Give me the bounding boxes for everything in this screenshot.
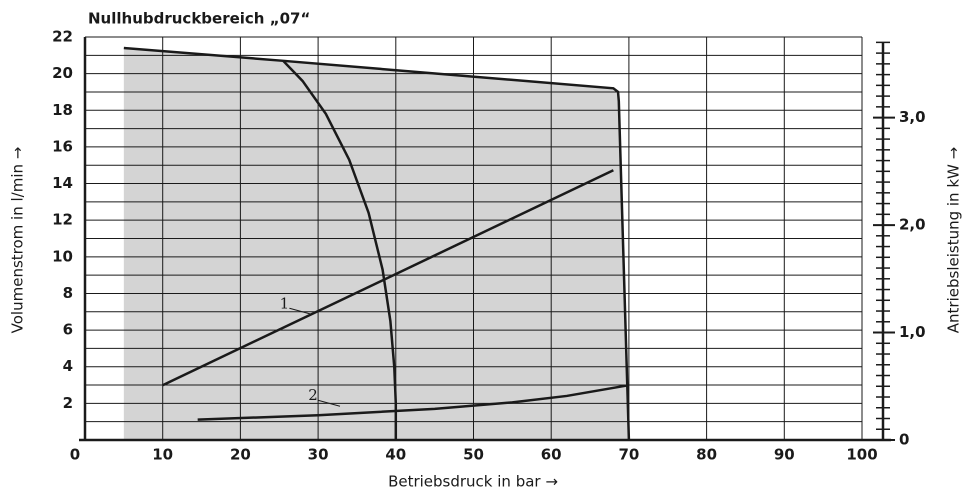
- annotation: 1: [280, 294, 290, 312]
- y-tick-label: 4: [63, 357, 73, 375]
- leader-line: [289, 307, 312, 315]
- y-tick-label: 20: [52, 64, 73, 82]
- y-tick-label: 6: [63, 321, 73, 339]
- y-tick-label: 14: [52, 174, 73, 192]
- y-tick-label: 2: [63, 394, 73, 412]
- line: [162, 169, 614, 387]
- y2-tick-label: 2,0: [899, 216, 926, 234]
- x-tick-label: 30: [308, 446, 329, 464]
- y-axis-label: Volumenstrom in l/min →: [9, 147, 27, 334]
- line: [282, 59, 398, 440]
- y-tick-label: 22: [52, 28, 73, 46]
- area-outline: [123, 46, 631, 441]
- x-tick-label: 10: [152, 446, 173, 464]
- x-tick-label: 70: [618, 446, 639, 464]
- x-tick-label: 40: [385, 446, 406, 464]
- x-tick-label: 0: [70, 446, 80, 464]
- y-tick-label: 18: [52, 101, 73, 119]
- y-tick-label: 16: [52, 137, 73, 155]
- x-tick-label: 100: [846, 446, 877, 464]
- x-tick-label: 80: [696, 446, 717, 464]
- y2-tick-label: 1,0: [899, 323, 926, 341]
- y-tick-label: 10: [52, 247, 73, 265]
- y-tick-label: 12: [52, 211, 73, 229]
- x-tick-label: 90: [774, 446, 795, 464]
- y2-axis-label: Antriebsleistung in kW →: [945, 147, 962, 333]
- x-tick-label: 20: [230, 446, 251, 464]
- line: [197, 383, 630, 421]
- x-axis-label: Betriebsdruck in bar →: [388, 473, 558, 491]
- annotation: 2: [308, 386, 318, 404]
- x-tick-label: 50: [463, 446, 484, 464]
- chart-title: Nullhubdruckbereich „07“: [88, 10, 310, 28]
- x-tick-label: 60: [541, 446, 562, 464]
- y-tick-label: 8: [63, 284, 73, 302]
- leader-line: [317, 399, 341, 407]
- y2-tick-label: 0: [899, 431, 909, 449]
- y2-tick-label: 3,0: [899, 108, 926, 126]
